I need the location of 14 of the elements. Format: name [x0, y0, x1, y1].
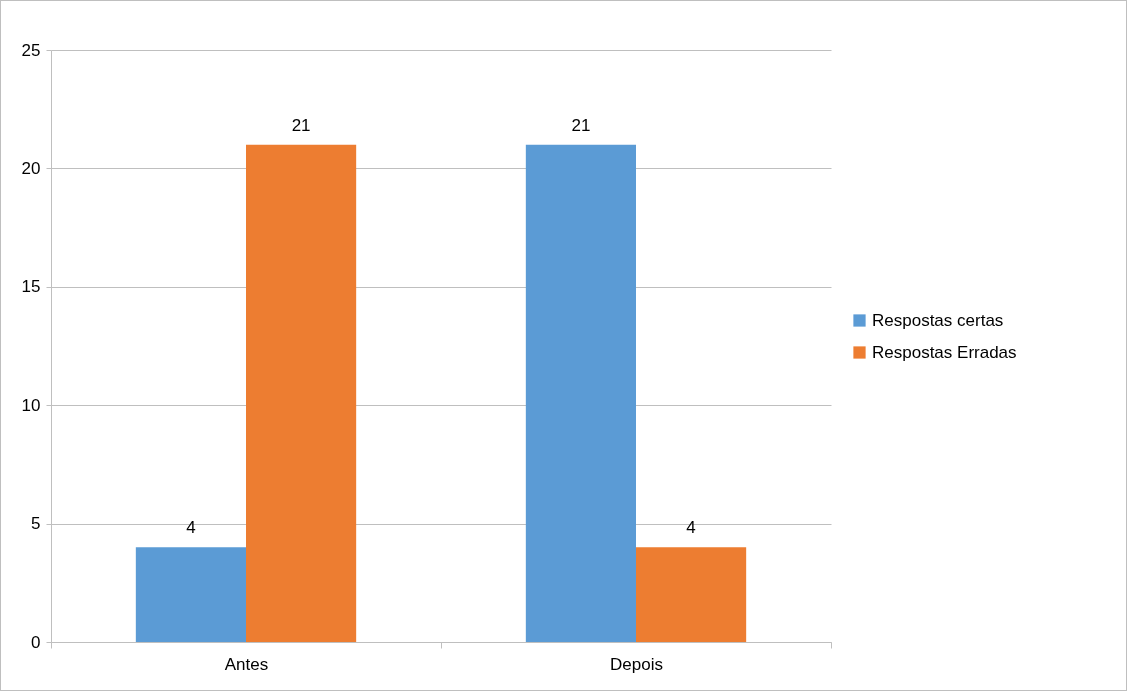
y-tick-label: 5 — [31, 514, 41, 534]
y-tick-label: 25 — [21, 40, 41, 60]
data-label: 21 — [571, 115, 591, 135]
y-tick-label: 10 — [21, 395, 41, 415]
y-tick-label: 15 — [21, 277, 41, 297]
x-tick-label: Depois — [610, 654, 663, 674]
data-label: 4 — [686, 518, 696, 538]
legend-label: Respostas certas — [872, 310, 1004, 330]
data-label: 21 — [291, 115, 311, 135]
y-tick-label: 0 — [31, 632, 41, 652]
x-tick-label: Antes — [224, 654, 269, 674]
data-label: 4 — [186, 518, 196, 538]
legend-label: Respostas Erradas — [872, 342, 1017, 362]
y-tick-label: 20 — [21, 158, 41, 178]
